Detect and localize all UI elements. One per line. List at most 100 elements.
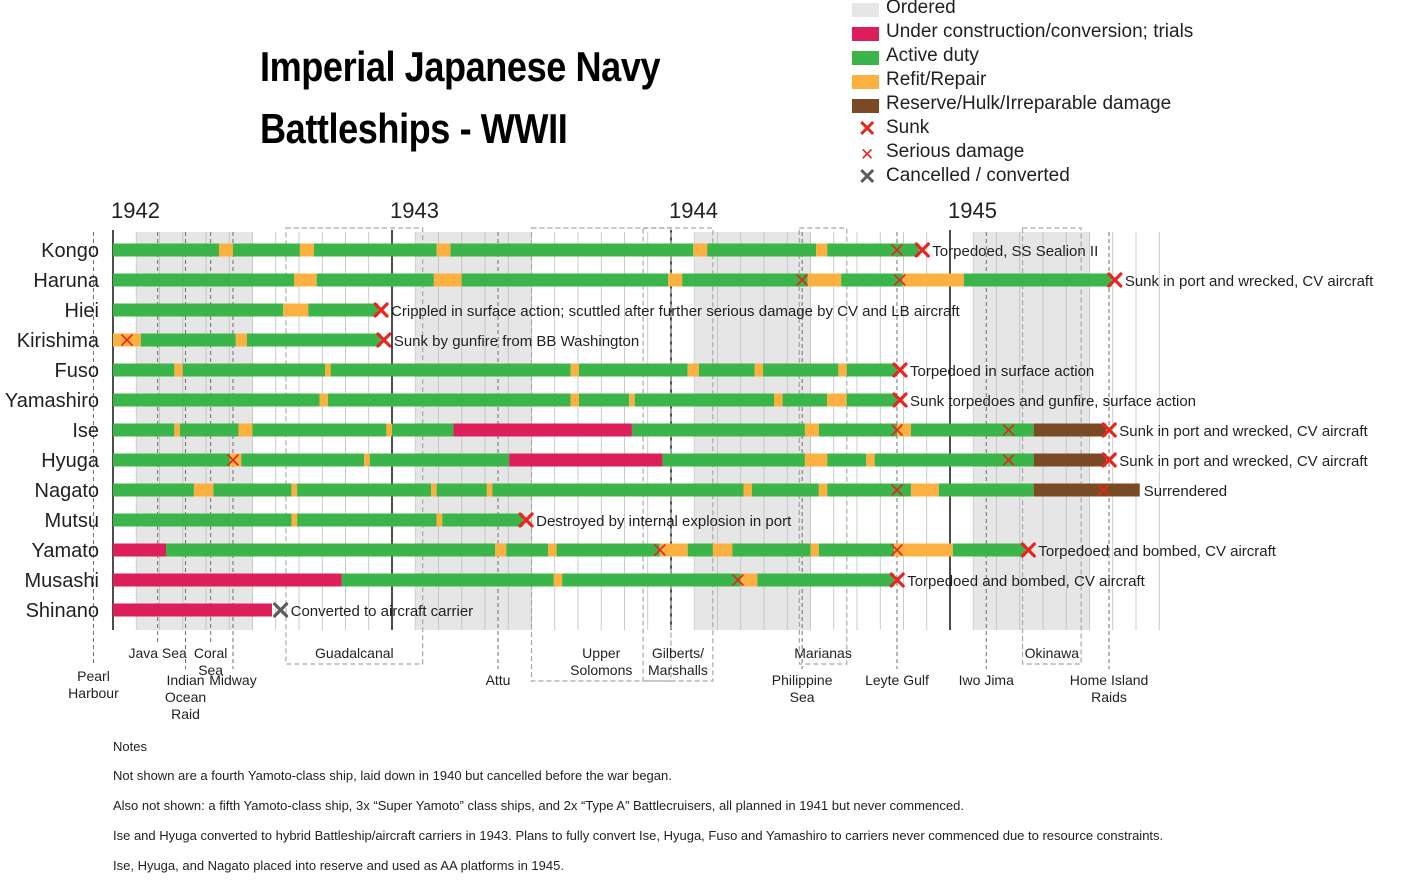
year-tick-label: 1944 <box>669 198 718 223</box>
segment-refit <box>743 483 752 497</box>
ship-fate-label: Sunk torpedoes and gunfire, surface acti… <box>910 393 1196 410</box>
event-period-box <box>285 227 424 665</box>
legend-swatch-active <box>852 51 879 65</box>
note-line: Ise, Hyuga, and Nagato placed into reser… <box>113 858 564 873</box>
segment-active <box>461 273 669 287</box>
segment-reserve <box>1033 453 1107 467</box>
event-label: Attu <box>486 672 511 688</box>
legend-swatch-refit <box>852 75 879 89</box>
segment-active <box>763 363 839 377</box>
ship-name-label: Hyuga <box>41 450 100 472</box>
segment-active <box>662 453 805 467</box>
segment-construction <box>113 573 342 587</box>
ship-fate-label: Sunk by gunfire from BB Washington <box>394 333 639 350</box>
segment-refit <box>235 333 247 347</box>
segment-refit <box>319 393 328 407</box>
segment-active <box>827 243 920 257</box>
segment-active <box>113 513 292 527</box>
segment-active <box>327 393 571 407</box>
sunk-x-icon <box>376 332 392 348</box>
event-label: Marianas <box>794 645 852 661</box>
segment-construction <box>113 543 167 557</box>
damage-x-icon <box>1002 454 1015 466</box>
segment-active <box>910 423 1034 437</box>
segment-active <box>631 423 805 437</box>
segment-active <box>113 483 194 497</box>
segment-refit <box>740 573 758 587</box>
segment-active <box>182 363 326 377</box>
segment-refit <box>866 453 875 467</box>
segment-refit <box>436 513 443 527</box>
sunk-x-icon <box>518 512 534 528</box>
segment-active <box>751 483 819 497</box>
segment-active <box>313 243 437 257</box>
ship-name-label: Haruna <box>33 270 99 292</box>
event-label: Midway <box>209 672 256 688</box>
segment-refit <box>294 273 317 287</box>
event-label: Guadalcanal <box>315 645 394 661</box>
note-line: Not shown are a fourth Yamoto-class ship… <box>113 768 672 783</box>
event-label: Ocean <box>165 689 206 705</box>
event-period-box <box>1021 227 1082 665</box>
damage-x-icon <box>891 484 903 496</box>
segment-active <box>179 423 239 437</box>
event-label: Harbour <box>68 685 119 701</box>
event-label: Coral <box>194 645 227 661</box>
chart-title-line-2: Battleships - WWII <box>260 105 568 152</box>
segment-active <box>682 273 808 287</box>
segment-active <box>698 363 755 377</box>
segment-refit <box>810 543 819 557</box>
segment-active <box>874 453 1034 467</box>
event-label: Indian <box>166 672 204 688</box>
segment-active <box>297 483 432 497</box>
ship-fate-label: Crippled in surface action; scuttled aft… <box>391 303 960 320</box>
year-tick-label: 1943 <box>390 198 439 223</box>
ship-name-label: Shinano <box>26 600 99 622</box>
event-label: Home Island <box>1070 672 1149 688</box>
segment-active <box>316 273 434 287</box>
sunk-x-icon <box>1107 272 1123 288</box>
damage-x-icon <box>1097 484 1110 496</box>
segment-active <box>732 543 811 557</box>
segment-refit <box>894 543 953 557</box>
ship-name-label: Kongo <box>41 240 99 262</box>
event-label: Iwo Jima <box>959 672 1014 688</box>
segment-active <box>846 393 897 407</box>
ship-fate-label: Surrendered <box>1144 483 1227 500</box>
event-label: Raid <box>171 706 200 722</box>
segment-refit <box>687 363 699 377</box>
ship-name-label: Hiei <box>65 300 99 322</box>
segment-active <box>492 483 744 497</box>
segment-active <box>113 363 175 377</box>
segment-refit <box>486 483 493 497</box>
ship-name-label: Yamato <box>32 540 99 562</box>
damage-x-icon <box>654 544 666 556</box>
segment-refit <box>436 243 451 257</box>
ship-fate-label: Torpedoed and bombed, CV aircraft <box>907 573 1145 590</box>
year-tick-label: 1945 <box>948 198 997 223</box>
legend-label: Refit/Repair <box>886 69 987 90</box>
segment-refit <box>325 363 331 377</box>
segment-active <box>113 453 231 467</box>
segment-active <box>963 273 1112 287</box>
segment-refit <box>299 243 314 257</box>
ship-name-label: Musashi <box>25 570 99 592</box>
segment-active <box>246 333 381 347</box>
segment-refit <box>754 363 764 377</box>
segment-refit <box>230 453 242 467</box>
segment-construction <box>509 453 663 467</box>
segment-refit <box>433 273 462 287</box>
segment-active <box>506 543 549 557</box>
segment-refit <box>386 423 392 437</box>
segment-active <box>213 483 292 497</box>
damage-x-icon <box>227 454 239 466</box>
sunk-x-icon <box>892 362 908 378</box>
segment-active <box>297 513 437 527</box>
damage-x-icon <box>1002 424 1015 436</box>
chart-title-line-1: Imperial Japanese Navy <box>260 43 661 90</box>
segment-active <box>952 543 1026 557</box>
segment-refit <box>896 423 911 437</box>
segment-refit <box>291 483 298 497</box>
segment-active <box>166 543 496 557</box>
